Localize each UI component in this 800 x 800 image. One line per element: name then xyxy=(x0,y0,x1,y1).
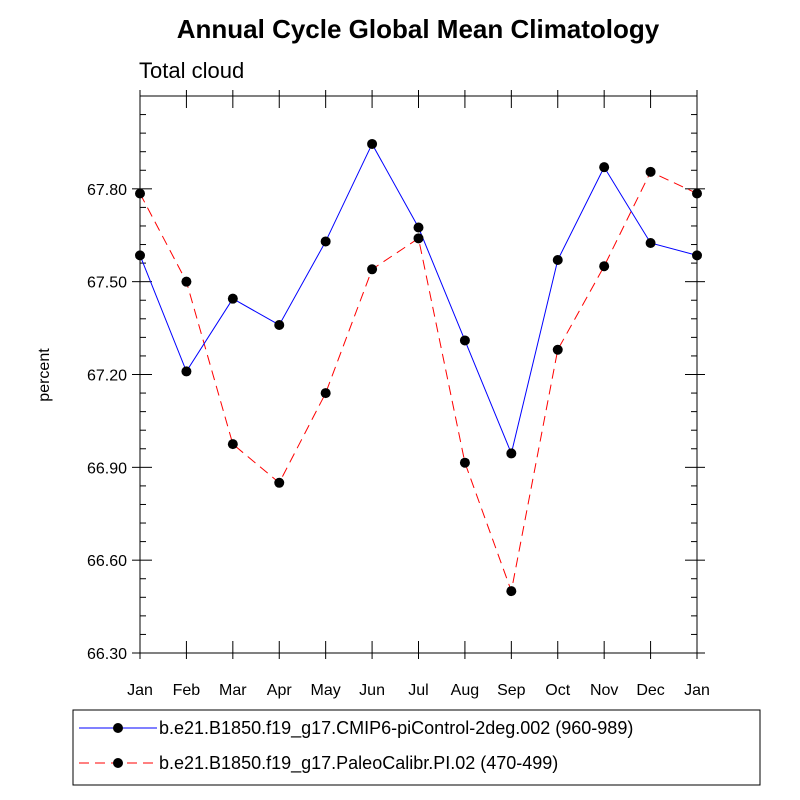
x-tick-label: Jan xyxy=(684,682,710,699)
data-point-series-1 xyxy=(552,344,563,355)
data-point-series-0 xyxy=(645,237,656,248)
y-axis-title: percent xyxy=(36,348,53,402)
plot-frame xyxy=(139,95,698,654)
x-tick-label: Feb xyxy=(173,682,201,699)
y-tick-label: 67.20 xyxy=(87,368,127,385)
data-point-series-0 xyxy=(692,250,702,261)
data-point-series-1 xyxy=(645,166,656,177)
x-tick-label: Mar xyxy=(219,682,247,699)
y-tick-label: 66.60 xyxy=(87,553,127,570)
y-tick-label: 66.90 xyxy=(87,460,127,477)
x-tick-label: Jan xyxy=(127,682,153,699)
series-line-0 xyxy=(139,142,698,456)
data-point-series-1 xyxy=(320,388,331,399)
data-point-series-1 xyxy=(413,233,424,244)
data-point-series-0 xyxy=(413,222,424,233)
x-tick-label: Sep xyxy=(497,682,526,699)
x-tick-label: May xyxy=(311,682,341,699)
data-point-series-1 xyxy=(692,188,702,199)
x-tick-label: Dec xyxy=(636,682,664,699)
data-point-series-0 xyxy=(274,319,285,330)
x-tick-label: Apr xyxy=(267,682,293,699)
data-point-series-0 xyxy=(227,293,238,304)
data-point-series-1 xyxy=(367,264,378,275)
chart-subtitle: Total cloud xyxy=(139,58,244,83)
y-tick-label: 67.80 xyxy=(87,182,127,199)
data-point-series-1 xyxy=(274,477,285,488)
series-layer xyxy=(135,138,702,597)
data-point-series-1 xyxy=(135,188,145,199)
axes: Jan Feb Mar Apr May Jun Jul Aug Sep Oct Nov Dec Jan 6… xyxy=(87,90,710,699)
data-point-series-0 xyxy=(506,448,517,459)
y-tick-label: 67.50 xyxy=(87,275,127,292)
data-point-series-1 xyxy=(506,586,517,597)
legend-box xyxy=(72,709,761,786)
legend-marker-0 xyxy=(113,723,123,733)
legend: b.e21.B1850.f19_g17.CMIP6-piControl-2deg… xyxy=(72,709,761,786)
x-tick-label: Nov xyxy=(590,682,618,699)
x-tick-label: Oct xyxy=(545,682,570,699)
data-point-series-0 xyxy=(552,255,563,266)
y-tick-label: 66.30 xyxy=(87,646,127,663)
x-tick-label: Aug xyxy=(451,682,479,699)
x-tick-label: Jul xyxy=(408,682,428,699)
x-tick-label: Jun xyxy=(359,682,385,699)
data-point-series-1 xyxy=(227,439,238,450)
data-point-series-0 xyxy=(181,366,192,377)
data-point-series-1 xyxy=(459,457,470,468)
legend-marker-1 xyxy=(113,758,123,768)
data-point-series-0 xyxy=(320,236,331,247)
chart-title: Annual Cycle Global Mean Climatology xyxy=(177,14,660,44)
data-point-series-0 xyxy=(135,250,145,261)
data-point-series-0 xyxy=(599,162,610,173)
legend-label-0: b.e21.B1850.f19_g17.CMIP6-piControl-2deg… xyxy=(159,718,633,739)
data-point-series-1 xyxy=(181,276,192,287)
data-point-series-0 xyxy=(367,138,378,149)
data-point-series-1 xyxy=(599,261,610,272)
data-point-series-0 xyxy=(459,335,470,346)
legend-label-1: b.e21.B1850.f19_g17.PaleoCalibr.PI.02 (4… xyxy=(159,753,558,774)
